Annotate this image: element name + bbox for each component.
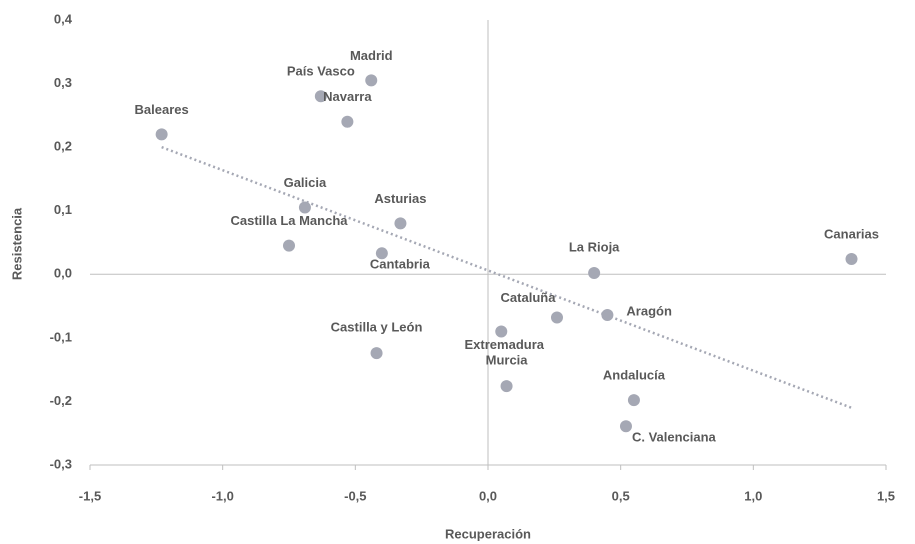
- point: [375, 247, 388, 260]
- point: [365, 74, 378, 87]
- point: [588, 267, 601, 280]
- y-tick-label: -0,1: [50, 329, 72, 344]
- point-label: Baleares: [135, 102, 189, 117]
- point: [314, 90, 327, 103]
- x-tick-label: 1,5: [877, 488, 895, 503]
- point-label: Extremadura: [465, 337, 545, 352]
- point-label: Cataluña: [501, 290, 557, 305]
- x-tick-label: 1,0: [744, 488, 762, 503]
- point: [619, 420, 632, 433]
- x-axis-title: Recuperación: [445, 526, 531, 541]
- y-tick-label: 0,0: [54, 266, 72, 281]
- point: [495, 325, 508, 338]
- point-label: La Rioja: [569, 239, 620, 254]
- y-tick-label: 0,2: [54, 139, 72, 154]
- point-label: Madrid: [350, 48, 393, 63]
- y-tick-label: 0,1: [54, 202, 72, 217]
- trendline: [161, 145, 852, 409]
- point: [341, 115, 354, 128]
- y-axis-title: Resistencia: [9, 207, 24, 280]
- point-label: Castilla y León: [331, 320, 423, 335]
- point-label: País Vasco: [287, 64, 355, 79]
- point-label: Andalucía: [603, 368, 666, 383]
- y-tick-label: 0,4: [54, 11, 73, 26]
- x-tick-label: -1,5: [79, 488, 101, 503]
- point: [155, 128, 168, 141]
- point-label: Castilla La Mancha: [230, 213, 348, 228]
- point: [601, 308, 614, 321]
- y-tick-label: -0,2: [50, 393, 72, 408]
- point-label: Asturias: [374, 191, 426, 206]
- point-label: Murcia: [486, 353, 529, 368]
- point-label: Canarias: [824, 226, 879, 241]
- point: [394, 217, 407, 230]
- point-label: Aragón: [626, 303, 672, 318]
- x-tick-label: 0,5: [612, 488, 630, 503]
- x-tick-label: -0,5: [344, 488, 366, 503]
- point-label: C. Valenciana: [632, 430, 717, 445]
- x-tick-label: -1,0: [211, 488, 233, 503]
- y-tick-label: 0,3: [54, 75, 72, 90]
- point: [500, 380, 513, 393]
- point: [550, 311, 563, 324]
- point: [845, 253, 858, 266]
- point: [370, 347, 383, 360]
- y-tick-label: -0,3: [50, 456, 72, 471]
- point-label: Galicia: [284, 175, 327, 190]
- point: [627, 394, 640, 407]
- point-label: Navarra: [323, 89, 372, 104]
- point-label: Cantabria: [370, 257, 431, 272]
- point: [298, 201, 311, 214]
- x-tick-label: 0,0: [479, 488, 497, 503]
- point: [283, 239, 295, 252]
